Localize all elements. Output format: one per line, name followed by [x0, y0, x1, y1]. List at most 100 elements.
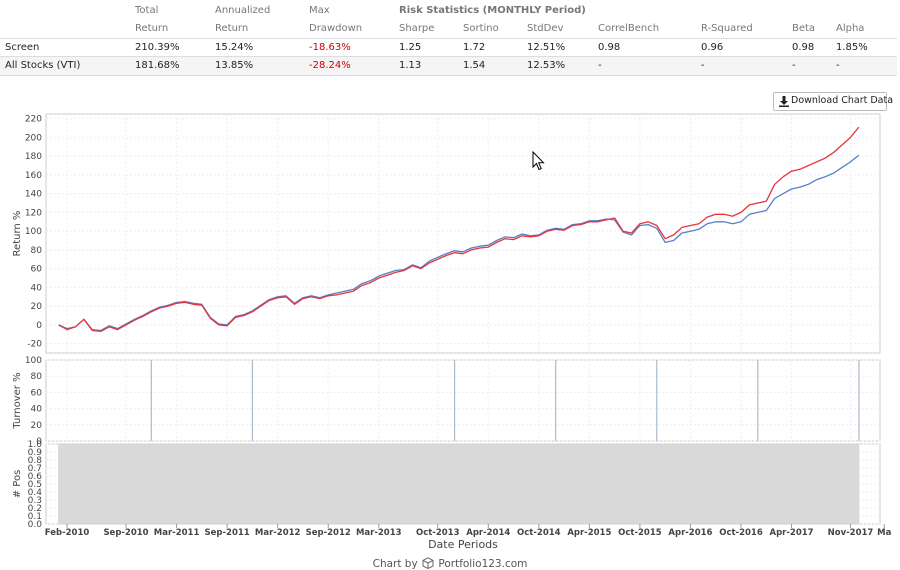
y-axis-title: # Pos — [12, 470, 23, 499]
x-tick-label: Sep-2010 — [103, 528, 148, 538]
y-tick-label: 0.2 — [28, 504, 42, 514]
download-chart-data-button[interactable]: Download Chart Data — [773, 92, 893, 111]
header-drawdown-bottom: Drawdown — [309, 23, 363, 34]
y-tick-label: 40 — [31, 405, 43, 415]
mouse-cursor-icon — [532, 151, 545, 171]
x-tick-label: Apr-2014 — [466, 528, 510, 538]
header-annualized-bottom: Return — [215, 23, 249, 34]
chart-panel-frame-1 — [45, 359, 881, 442]
x-tick-label: Apr-2015 — [567, 528, 611, 538]
cell-correlbench: - — [598, 60, 602, 71]
y-tick-label: 60 — [31, 388, 43, 398]
x-tick-label: Oct-2013 — [416, 528, 460, 538]
y-tick-label: 0.6 — [28, 472, 43, 482]
cube-icon — [422, 557, 434, 569]
series-line-screen — [58, 126, 860, 333]
y-tick-label: 220 — [25, 115, 42, 125]
cell-sharpe: 1.25 — [399, 42, 422, 53]
cell-total-return: 181.68% — [135, 60, 180, 71]
chart-credit: Chart by Portfolio123.com — [0, 557, 900, 570]
row-name: All Stocks (VTI) — [5, 60, 81, 71]
x-tick-label: Mar-2011 — [154, 528, 200, 538]
cell-annualized-return: 13.85% — [215, 60, 254, 71]
header-stddev: StdDev — [527, 23, 564, 34]
cell-beta: 0.98 — [792, 42, 815, 53]
header-sharpe: Sharpe — [399, 23, 435, 34]
y-tick-label: 1.0 — [28, 440, 43, 450]
x-tick-label: Oct-2016 — [719, 528, 763, 538]
cell-annualized-return: 15.24% — [215, 42, 254, 53]
y-tick-label: 0 — [36, 437, 42, 447]
y-tick-label: 20 — [31, 302, 43, 312]
cell-stddev: 12.51% — [527, 42, 566, 53]
y-tick-label: 0.7 — [28, 464, 42, 474]
y-tick-label: 180 — [25, 152, 42, 162]
cell-alpha: - — [836, 60, 840, 71]
y-tick-label: -20 — [27, 340, 42, 350]
header-risk-statistics: Risk Statistics (MONTHLY Period) — [399, 5, 586, 16]
y-tick-label: 0.0 — [28, 520, 43, 530]
header-total-top: Total — [135, 5, 159, 16]
cell-rsquared: - — [701, 60, 705, 71]
header-correlbench: CorrelBench — [598, 23, 660, 34]
cell-rsquared: 0.96 — [701, 42, 724, 53]
x-tick-label: Sep-2011 — [205, 528, 250, 538]
x-tick-label: Mar-2012 — [255, 528, 301, 538]
series-line-benchmark — [58, 154, 860, 332]
y-tick-label: 120 — [25, 208, 42, 218]
y-tick-label: 0.1 — [28, 512, 42, 522]
cell-stddev: 12.53% — [527, 60, 566, 71]
y-tick-label: 0 — [36, 321, 42, 331]
cell-alpha: 1.85% — [836, 42, 868, 53]
y-tick-label: 40 — [31, 283, 43, 293]
row-name: Screen — [5, 42, 40, 53]
performance-chart: -20020406080100120140160180200220Return … — [12, 113, 892, 551]
x-tick-label: Mar-2013 — [356, 528, 402, 538]
x-tick-label: Apr-2016 — [668, 528, 712, 538]
x-axis-title: Date Periods — [428, 538, 498, 551]
y-tick-label: 0.9 — [28, 448, 43, 458]
cell-sharpe: 1.13 — [399, 60, 422, 71]
x-tick-label: Ma — [877, 528, 891, 538]
header-beta: Beta — [792, 23, 816, 34]
table-row-benchmark: All Stocks (VTI) 181.68% 13.85% -28.24% … — [0, 57, 897, 76]
statistics-table: Total Return Annualized Return Max Drawd… — [0, 0, 897, 76]
cell-beta: - — [792, 60, 796, 71]
y-tick-label: 100 — [25, 227, 42, 237]
y-tick-label: 100 — [25, 356, 42, 366]
y-axis-title: Turnover % — [12, 372, 23, 429]
cell-sortino: 1.72 — [463, 42, 486, 53]
header-total-bottom: Return — [135, 23, 169, 34]
y-tick-label: 60 — [31, 265, 43, 275]
header-max-top: Max — [309, 5, 330, 16]
download-icon — [779, 96, 789, 107]
y-tick-label: 80 — [31, 372, 43, 382]
y-tick-label: 200 — [25, 133, 42, 143]
cell-total-return: 210.39% — [135, 42, 180, 53]
y-tick-label: 0.5 — [28, 480, 42, 490]
cell-correlbench: 0.98 — [598, 42, 621, 53]
table-row-screen: Screen 210.39% 15.24% -18.63% 1.25 1.72 … — [0, 38, 897, 57]
y-tick-label: 20 — [31, 421, 43, 431]
x-tick-label: Feb-2010 — [45, 528, 90, 538]
download-button-label: Download Chart Data — [791, 95, 894, 106]
y-tick-label: 80 — [31, 246, 43, 256]
y-tick-label: 0.4 — [28, 488, 43, 498]
y-axis-title: Return % — [12, 211, 23, 257]
y-tick-label: 0.3 — [28, 496, 42, 506]
x-tick-label: Oct-2015 — [618, 528, 662, 538]
x-tick-label: Sep-2012 — [306, 528, 351, 538]
header-sortino: Sortino — [463, 23, 499, 34]
positions-area — [58, 443, 860, 525]
header-alpha: Alpha — [836, 23, 865, 34]
x-tick-label: Oct-2014 — [517, 528, 561, 538]
x-tick-label: Nov-2017 — [828, 528, 874, 538]
cell-max-drawdown: -28.24% — [309, 60, 351, 71]
y-tick-label: 160 — [25, 171, 42, 181]
chart-panel-frame-0 — [45, 113, 881, 354]
header-rsquared: R-Squared — [701, 23, 753, 34]
credit-prefix: Chart by — [372, 558, 418, 570]
y-tick-label: 140 — [25, 190, 42, 200]
x-tick-label: Apr-2017 — [770, 528, 814, 538]
y-tick-label: 0.8 — [28, 456, 43, 466]
